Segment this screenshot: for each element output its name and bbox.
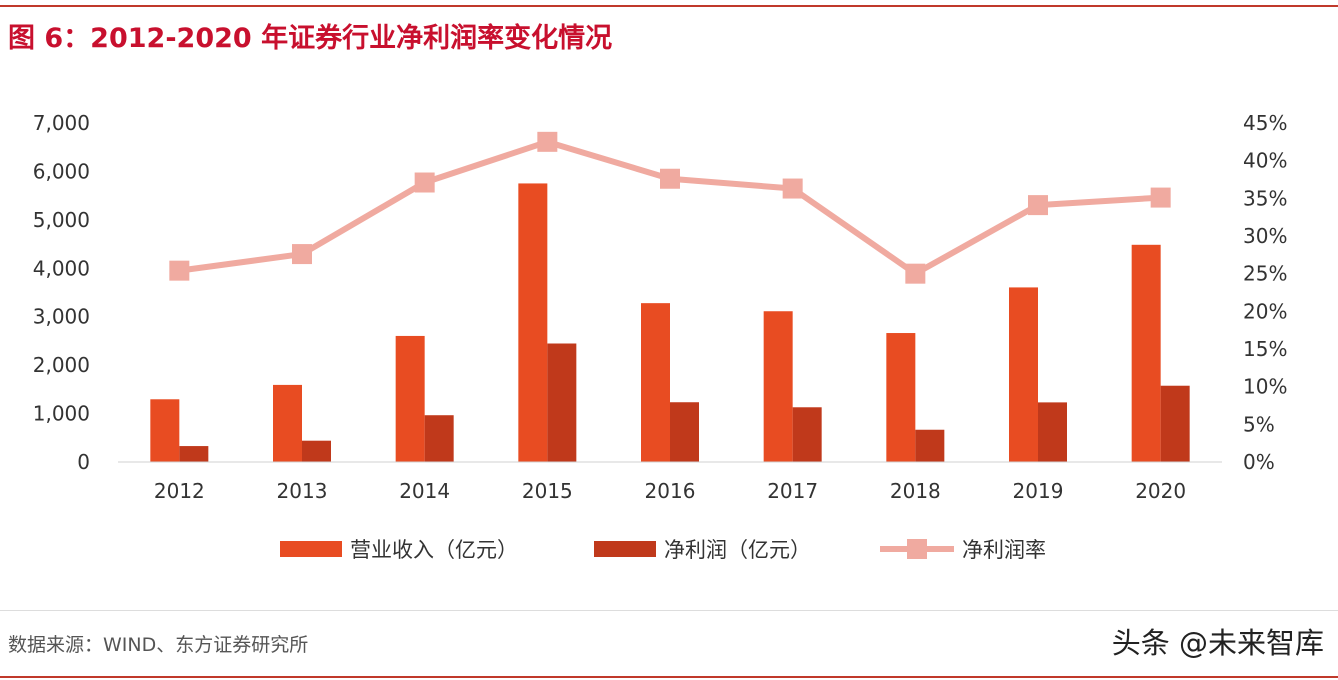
profit-bar-2019 — [1038, 402, 1067, 462]
profit-bar-2014 — [424, 415, 454, 462]
x-tick-label: 2014 — [399, 479, 450, 503]
legend-swatch-revenue — [280, 541, 342, 557]
legend-label-margin: 净利润率 — [962, 538, 1046, 562]
y-right-tick-label: 20% — [1243, 299, 1287, 323]
x-tick-label: 2012 — [154, 479, 205, 503]
margin-point-2018 — [905, 263, 926, 284]
legend-marker-margin — [907, 539, 927, 559]
x-tick-label: 2017 — [767, 479, 818, 503]
footer-rule — [0, 676, 1338, 678]
revenue-bar-2018 — [886, 333, 916, 462]
y-right-tick-label: 0% — [1243, 450, 1275, 474]
margin-point-2016 — [660, 168, 680, 189]
y-right-tick-label: 35% — [1243, 186, 1287, 210]
revenue-bar-2015 — [518, 183, 548, 463]
revenue-bar-2017 — [763, 311, 793, 462]
margin-point-2013 — [292, 244, 312, 265]
x-tick-label: 2016 — [645, 479, 696, 503]
x-tick-label: 2020 — [1135, 479, 1186, 503]
profit-bar-2012 — [179, 446, 209, 462]
legend-label-revenue: 营业收入（亿元） — [350, 538, 518, 562]
profit-bar-2016 — [670, 402, 699, 462]
x-tick-label: 2019 — [1013, 479, 1064, 503]
margin-point-2012 — [169, 260, 190, 281]
y-right-tick-label: 10% — [1243, 375, 1287, 399]
profit-bar-2017 — [792, 407, 822, 462]
y-left-tick-label: 6,000 — [33, 159, 90, 183]
margin-point-2020 — [1150, 187, 1171, 208]
y-left-tick-label: 3,000 — [33, 305, 90, 329]
margin-point-2015 — [537, 131, 558, 152]
watermark: 头条 @未来智库 — [1111, 626, 1324, 660]
y-right-tick-label: 40% — [1243, 149, 1287, 173]
legend-label-profit: 净利润（亿元） — [664, 538, 811, 562]
bottom-rule — [0, 610, 1338, 611]
chart-title: 图 6：2012-2020 年证券行业净利润率变化情况 — [8, 23, 613, 54]
legend: 营业收入（亿元） 净利润（亿元） 净利润率 — [280, 538, 1046, 562]
x-tick-label: 2018 — [890, 479, 941, 503]
y-left-tick-label: 0 — [77, 450, 90, 474]
profit-bar-2020 — [1160, 385, 1190, 462]
margin-line — [178, 138, 1161, 277]
y-left-tick-label: 2,000 — [33, 353, 90, 377]
revenue-bar-2013 — [273, 384, 302, 462]
y-left-tick-label: 5,000 — [33, 208, 90, 232]
y-right-tick-label: 30% — [1243, 224, 1287, 248]
revenue-bar-2019 — [1009, 287, 1038, 462]
top-rule — [0, 5, 1338, 7]
profit-bar-2018 — [915, 429, 945, 462]
margin-point-2017 — [782, 178, 803, 199]
x-tick-label: 2015 — [522, 479, 573, 503]
y-left-tick-label: 1,000 — [33, 402, 90, 426]
revenue-bar-2014 — [395, 335, 425, 462]
revenue-bar-2012 — [150, 399, 180, 462]
legend-swatch-profit — [594, 541, 656, 557]
margin-point-2019 — [1028, 195, 1048, 216]
axes-layer: 2012 2013 2014 2015 2016 2017 2018 2019 2020 0 1,0… — [33, 111, 1288, 503]
revenue-bar-2016 — [641, 303, 670, 462]
y-right-tick-label: 45% — [1243, 111, 1287, 135]
source-note: 数据来源：WIND、东方证券研究所 — [8, 634, 309, 656]
revenue-bar-2020 — [1131, 244, 1161, 462]
y-right-tick-label: 5% — [1243, 412, 1275, 436]
profit-bar-2013 — [302, 440, 331, 462]
y-right-tick-label: 25% — [1243, 262, 1287, 286]
x-tick-label: 2013 — [277, 479, 328, 503]
margin-line-layer — [169, 131, 1171, 284]
bars-layer — [150, 183, 1190, 463]
y-right-tick-label: 15% — [1243, 337, 1287, 361]
y-left-tick-label: 7,000 — [33, 111, 90, 135]
chart-area: 2012 2013 2014 2015 2016 2017 2018 2019 2020 0 1,0… — [33, 111, 1288, 562]
y-left-tick-label: 4,000 — [33, 256, 90, 280]
margin-point-2014 — [414, 172, 435, 193]
profit-bar-2015 — [547, 343, 577, 462]
